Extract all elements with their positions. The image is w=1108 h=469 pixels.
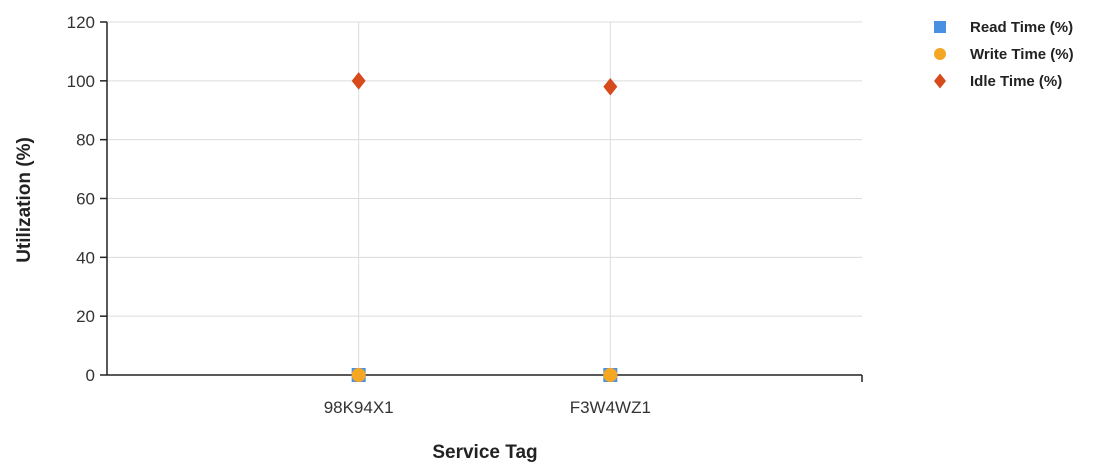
axes-layer: 0 20 40 60 80 100 120 98K94X1 F3W4WZ1	[67, 13, 863, 417]
point-write-time	[351, 368, 366, 382]
y-tick-label: 40	[76, 248, 95, 267]
y-tick-label: 100	[67, 72, 95, 91]
legend: Read Time (%) Write Time (%) Idle Time (%)	[934, 19, 1074, 90]
y-tick-label: 120	[67, 13, 95, 32]
x-tick-label: F3W4WZ1	[570, 398, 651, 417]
point-write-time	[603, 368, 618, 382]
x-tick-label: 98K94X1	[324, 398, 394, 417]
point-idle-time	[603, 77, 618, 96]
y-axis-title: Utilization (%)	[14, 137, 35, 263]
grid-layer	[107, 21, 862, 376]
y-tick-label: 80	[76, 131, 95, 150]
y-tick-label: 60	[76, 190, 95, 209]
y-tick-label: 20	[76, 307, 95, 326]
y-tick-label: 0	[86, 366, 95, 385]
legend-marker-write-time	[934, 48, 946, 60]
legend-marker-idle-time	[934, 73, 946, 89]
x-axis-title: Service Tag	[432, 442, 537, 463]
legend-label-read-time: Read Time (%)	[970, 19, 1073, 36]
legend-label-idle-time: Idle Time (%)	[970, 73, 1062, 90]
legend-marker-read-time	[934, 21, 946, 33]
marks-layer	[351, 72, 618, 382]
legend-label-write-time: Write Time (%)	[970, 46, 1074, 63]
point-idle-time	[351, 72, 366, 90]
